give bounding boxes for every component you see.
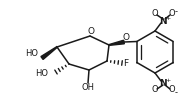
Polygon shape	[109, 40, 124, 45]
Text: O: O	[87, 27, 95, 36]
Text: +: +	[165, 15, 170, 20]
Text: O: O	[123, 32, 130, 41]
Text: O: O	[169, 85, 175, 95]
Text: -: -	[175, 88, 178, 97]
Text: -: -	[175, 7, 178, 16]
Text: N: N	[159, 17, 167, 25]
Text: N: N	[159, 79, 167, 87]
Text: F: F	[124, 58, 129, 67]
Text: HO: HO	[25, 50, 38, 58]
Text: O: O	[152, 85, 158, 95]
Text: O: O	[169, 9, 175, 19]
Text: O: O	[152, 9, 158, 19]
Text: HO: HO	[35, 69, 48, 77]
Text: OH: OH	[81, 82, 95, 92]
Text: +: +	[165, 77, 170, 82]
Polygon shape	[41, 47, 57, 59]
